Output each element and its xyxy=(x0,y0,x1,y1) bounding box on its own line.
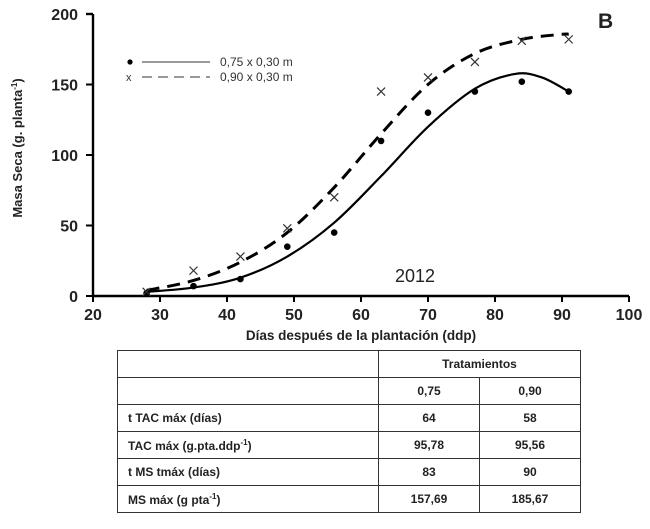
column-header: 0,90 xyxy=(479,377,581,405)
axes xyxy=(86,12,629,298)
legend-dot-icon xyxy=(127,59,133,65)
data-point-x-icon xyxy=(329,192,339,202)
x-tick-label: 20 xyxy=(84,307,102,324)
y-axis-title: Masa Seca (g. planta-1) xyxy=(10,78,25,217)
row-label: t MS tmáx (días) xyxy=(117,458,379,486)
group-header: Tratamientos xyxy=(378,350,581,378)
cell: 58 xyxy=(479,404,581,432)
x-tick-label: 100 xyxy=(616,307,643,324)
panel-label: B xyxy=(598,10,613,33)
row-label: t TAC máx (días) xyxy=(117,404,379,432)
legend-label-0.75: 0,75 x 0,30 m xyxy=(220,55,293,69)
data-point-x-icon xyxy=(142,287,152,297)
x-tick-label: 70 xyxy=(419,307,437,324)
table-header-row: Tratamientos xyxy=(117,350,581,378)
cell: 95,56 xyxy=(479,431,581,459)
legend-x-icon: x xyxy=(126,72,132,84)
row-label: MS máx (g pta-1) xyxy=(117,485,379,513)
x-axis-title: Días después de la plantación (ddp) xyxy=(246,328,476,343)
data-point xyxy=(284,243,291,250)
x-tick-label: 50 xyxy=(285,307,303,324)
cell: 185,67 xyxy=(479,485,581,513)
y-axis-ticks: 0 50 100 150 200 xyxy=(51,7,93,306)
data-point xyxy=(143,289,150,297)
data-point-x-icon xyxy=(423,73,433,82)
x-axis-ticks: 20 30 40 50 60 70 80 90 100 xyxy=(84,296,642,324)
data-point xyxy=(518,78,526,85)
x-tick-label: 30 xyxy=(151,307,169,324)
data-point-x-icon xyxy=(564,34,574,44)
data-points-0.90 xyxy=(142,34,574,297)
y-tick-label: 0 xyxy=(69,289,78,306)
data-point-x-icon xyxy=(517,36,527,46)
cell: 64 xyxy=(378,404,480,432)
table-row: t MS tmáx (días) 83 90 xyxy=(117,458,581,486)
y-tick-label: 100 xyxy=(51,148,78,165)
data-point-x-icon xyxy=(376,87,386,96)
column-header: 0,75 xyxy=(378,377,480,405)
table-column-row: 0,75 0,90 xyxy=(117,377,581,405)
data-points-0.75 xyxy=(143,78,572,297)
fit-curve-0.90 xyxy=(146,32,570,292)
x-tick-label: 40 xyxy=(218,307,236,324)
data-point xyxy=(190,282,197,290)
data-point xyxy=(471,88,479,95)
table-row: MS máx (g pta-1) 157,69 185,67 xyxy=(117,485,581,513)
x-tick-label: 90 xyxy=(553,307,571,324)
cell: 90 xyxy=(479,458,581,486)
year-label: 2012 xyxy=(395,266,435,286)
y-tick-label: 50 xyxy=(60,219,78,236)
table-row: t TAC máx (días) 64 58 xyxy=(117,404,581,432)
table-corner-cell xyxy=(117,350,379,378)
data-point xyxy=(237,275,244,283)
data-point-x-icon xyxy=(282,223,292,233)
legend: 0,75 x 0,30 m x 0,90 x 0,30 m xyxy=(126,55,293,84)
treatments-table: Tratamientos 0,75 0,90 t TAC máx (días) … xyxy=(117,350,581,513)
legend-label-0.90: 0,90 x 0,30 m xyxy=(220,70,293,84)
cell: 157,69 xyxy=(378,485,480,513)
data-point xyxy=(565,88,572,95)
data-point xyxy=(377,137,385,145)
table-row: TAC máx (g.pta.ddp-1) 95,78 95,56 xyxy=(117,431,581,459)
dry-mass-chart: 0 50 100 150 200 20 30 40 50 60 70 80 90 100 0,75 x … xyxy=(10,7,642,343)
y-tick-label: 150 xyxy=(51,78,78,95)
cell: 83 xyxy=(378,458,480,486)
y-tick-label: 200 xyxy=(51,7,78,24)
row-label: TAC máx (g.pta.ddp-1) xyxy=(117,431,379,459)
data-point-x-icon xyxy=(470,57,480,67)
fit-curve-0.75 xyxy=(146,72,570,293)
x-tick-label: 60 xyxy=(352,307,370,324)
data-point-x-icon xyxy=(189,266,198,276)
x-tick-label: 80 xyxy=(486,307,504,324)
cell: 95,78 xyxy=(378,431,480,459)
data-point-x-icon xyxy=(235,252,245,261)
data-point xyxy=(330,229,338,236)
data-point xyxy=(424,109,432,116)
